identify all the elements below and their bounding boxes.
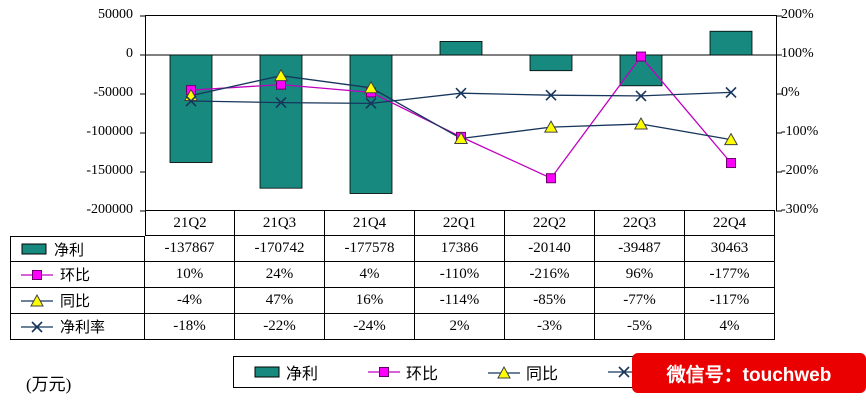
table-value-cell: -85%: [505, 288, 595, 314]
legend-item: 净利: [254, 360, 318, 384]
right-axis-tick-label: -300%: [781, 202, 819, 217]
right-axis-tick-label: -200%: [781, 163, 819, 178]
x-marker: [365, 97, 377, 109]
net-profit-bar: [439, 41, 483, 56]
triangle-marker: [273, 68, 289, 82]
net-profit-bar: [169, 54, 213, 163]
row-label-text: 环比: [60, 268, 91, 284]
x-marker: [725, 86, 737, 99]
x-marker: [635, 90, 647, 102]
triangle-marker-icon: [21, 294, 53, 307]
table-value-cell: 47%: [235, 288, 325, 314]
table-value-cell: -5%: [595, 314, 685, 340]
row-label: 同比: [10, 288, 145, 314]
table-value-cell: -137867: [145, 236, 235, 262]
table-value-cell: 24%: [235, 262, 325, 288]
legend-item-label: 净利: [286, 366, 319, 383]
table-value-cell: -114%: [415, 288, 505, 314]
square-marker: [546, 173, 556, 184]
table-value-cell: -216%: [505, 262, 595, 288]
table-value-cell: -39487: [595, 236, 685, 262]
left-axis-tick-label: -50000: [93, 85, 133, 100]
table-value-cell: 17386: [415, 236, 505, 262]
left-axis-tick-label: 50000: [98, 7, 133, 22]
x-marker-icon: [21, 320, 53, 333]
square-marker: [276, 79, 286, 90]
table-value-cell: -3%: [505, 314, 595, 340]
watermark-text: 微信号：touchweb: [666, 364, 832, 386]
x-marker: [275, 97, 287, 109]
legend-item: 同比: [488, 360, 558, 384]
legend-item-label: 环比: [406, 366, 439, 383]
column-header: 22Q1: [415, 210, 505, 236]
row-label-text: 同比: [60, 294, 91, 310]
watermark: 微信号：touchweb: [632, 353, 866, 393]
triangle-marker: [363, 80, 379, 94]
plot-area: [140, 15, 782, 212]
column-header: 21Q4: [325, 210, 415, 236]
x-marker: [455, 87, 467, 99]
square-marker-icon: [21, 269, 53, 280]
legend-item: 环比: [368, 360, 438, 384]
triangle-marker: [723, 132, 739, 146]
column-header: 22Q4: [685, 210, 775, 236]
table-value-cell: 2%: [415, 314, 505, 340]
row-label-text: 净利: [54, 242, 85, 259]
right-axis-tick-label: 200%: [781, 7, 814, 22]
table-value-cell: -170742: [235, 236, 325, 262]
square-marker: [726, 158, 736, 169]
column-header: 22Q2: [505, 210, 595, 236]
triangle-marker: [633, 117, 649, 130]
table-value-cell: 96%: [595, 262, 685, 288]
x-marker: [185, 95, 197, 107]
triangle-marker-icon: [488, 365, 521, 378]
table-value-cell: -18%: [145, 314, 235, 340]
table-value-cell: -4%: [145, 288, 235, 314]
x-marker: [545, 89, 557, 101]
table-value-cell: 10%: [145, 262, 235, 288]
right-axis-tick-label: 100%: [781, 46, 814, 61]
left-axis: 50000 0 -50000 -100000 -150000 -200000: [0, 0, 138, 416]
table-value-cell: 4%: [325, 262, 415, 288]
left-axis-tick-label: 0: [126, 46, 133, 61]
square-marker-icon: [368, 367, 401, 377]
left-axis-tick-label: -150000: [86, 163, 133, 178]
legend-item-label: 同比: [526, 366, 559, 383]
right-axis-tick-label: 0%: [781, 85, 800, 100]
column-header: 21Q2: [145, 210, 235, 236]
table-value-cell: -177578: [325, 236, 415, 262]
table-value-cell: -20140: [505, 236, 595, 262]
left-axis-tick-label: -100000: [86, 124, 133, 139]
chart-canvas: [140, 15, 782, 212]
table-value-cell: -117%: [685, 288, 775, 314]
row-label: 净利: [10, 236, 145, 262]
row-label: 环比: [10, 262, 145, 288]
bar-swatch-icon: [21, 243, 47, 255]
net-profit-bar: [709, 30, 753, 56]
data-table: 21Q2 21Q3 21Q4 22Q1 22Q2 22Q3 22Q4 净利 -137867 -17…: [10, 210, 775, 340]
table-value-cell: -22%: [235, 314, 325, 340]
net-profit-bar: [529, 54, 573, 72]
bar-swatch-icon: [254, 366, 280, 378]
table-value-cell: -110%: [415, 262, 505, 288]
square-marker: [636, 51, 646, 62]
row-label: 净利率: [10, 314, 145, 340]
table-value-cell: -24%: [325, 314, 415, 340]
unit-label: (万元): [26, 375, 72, 394]
row-label-text: 净利率: [60, 320, 106, 336]
table-value-cell: 4%: [685, 314, 775, 340]
triangle-marker: [453, 131, 469, 144]
column-header: 21Q3: [235, 210, 325, 236]
table-value-cell: 16%: [325, 288, 415, 314]
table-value-cell: -177%: [685, 262, 775, 288]
right-axis-tick-label: -100%: [781, 124, 819, 139]
triangle-marker: [543, 120, 559, 133]
column-header: 22Q3: [595, 210, 685, 236]
table-value-cell: -77%: [595, 288, 685, 314]
net-profit-bar: [349, 54, 393, 194]
table-value-cell: 30463: [685, 236, 775, 262]
table-corner-cell: [10, 210, 145, 236]
